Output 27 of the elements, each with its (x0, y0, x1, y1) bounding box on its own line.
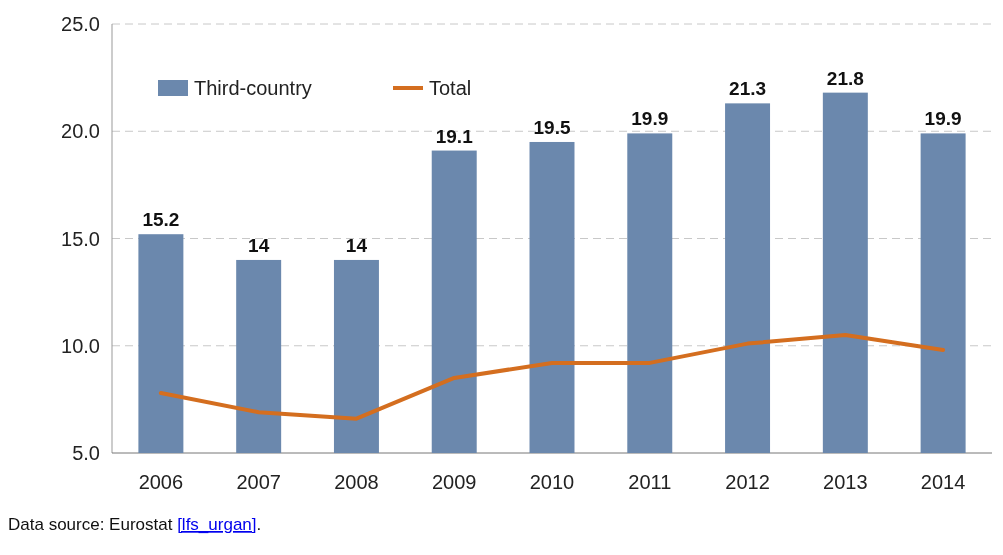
data-label: 19.9 (631, 108, 669, 130)
y-tick-label: 25.0 (61, 13, 100, 35)
x-tick-label: 2008 (334, 471, 379, 493)
x-tick-label: 2006 (138, 471, 184, 493)
x-tick-label: 2009 (431, 471, 477, 493)
legend-label: Total (429, 77, 472, 99)
y-tick-label: 5.0 (72, 442, 100, 464)
y-tick-label: 20.0 (61, 120, 100, 143)
legend-label: Third-country (194, 77, 312, 99)
source-note: Data source: Eurostat [lfs_urgan]. (8, 515, 262, 534)
y-tick-label: 10.0 (61, 334, 100, 357)
data-label: 19.9 (924, 108, 962, 130)
x-tick-label: 2014 (920, 471, 966, 493)
data-label: 21.8 (826, 67, 864, 89)
x-tick-label: 2007 (236, 471, 281, 493)
x-tick-label: 2010 (529, 471, 575, 493)
line-series (158, 333, 946, 421)
x-tick-label: 2012 (725, 471, 770, 493)
data-label: 15.2 (142, 209, 180, 231)
x-tick-label: 2013 (823, 471, 868, 493)
data-label: 14 (248, 234, 270, 256)
data-label: 14 (345, 234, 368, 256)
data-label: 19.1 (435, 125, 474, 147)
x-tick-label: 2011 (628, 471, 672, 493)
data-label: 19.5 (533, 116, 571, 138)
data-label: 21.3 (729, 78, 767, 100)
y-tick-label: 15.0 (61, 227, 100, 250)
